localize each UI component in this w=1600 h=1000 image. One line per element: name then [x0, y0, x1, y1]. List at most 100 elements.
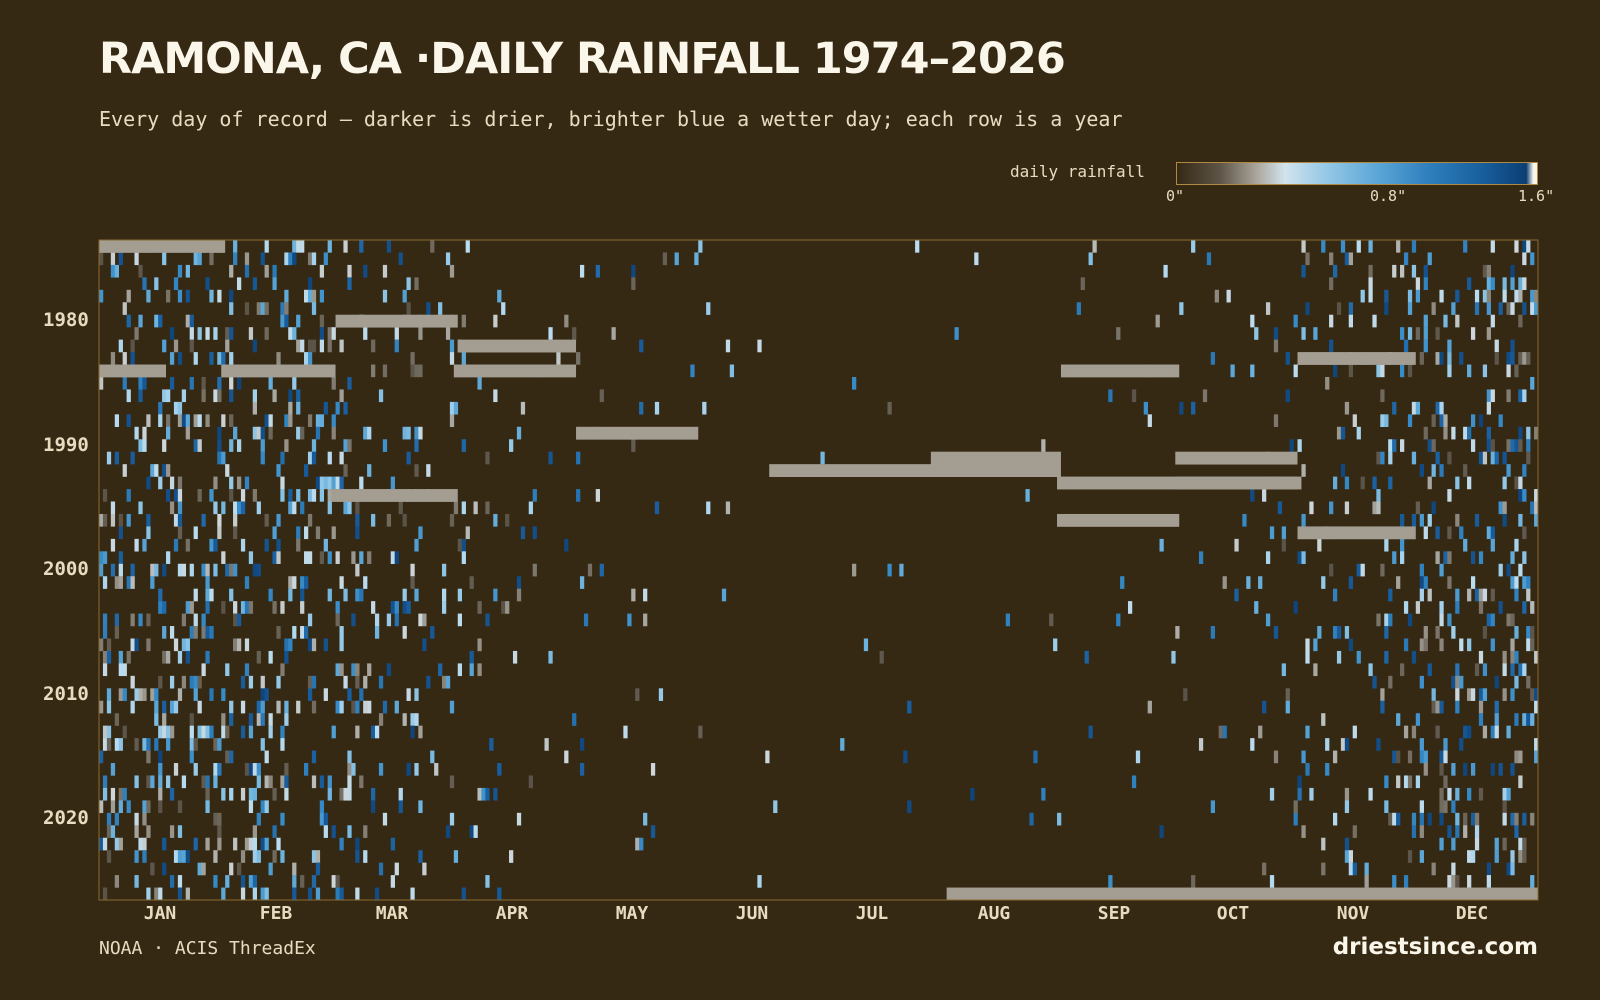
rain-cell: [296, 314, 301, 328]
rain-cell: [1447, 339, 1452, 353]
rain-cell: [173, 700, 179, 714]
rain-cell: [347, 775, 352, 789]
rain-cell: [331, 426, 336, 440]
rain-cell: [359, 775, 364, 789]
rain-cell: [1313, 327, 1318, 340]
rain-cell: [272, 277, 277, 291]
y-tick-2010: 2010: [43, 683, 89, 705]
rain-cell: [1127, 601, 1133, 614]
rain-cell: [118, 688, 123, 701]
rain-cell: [1494, 725, 1499, 739]
rain-cell: [146, 825, 151, 838]
rain-cell: [311, 700, 317, 714]
rain-cell: [1116, 327, 1121, 340]
rain-cell: [102, 775, 108, 789]
rain-cell: [1526, 675, 1531, 689]
rain-cell: [1522, 464, 1527, 477]
rain-cell: [122, 787, 127, 801]
rain-cell: [1451, 800, 1456, 814]
rain-cell: [418, 426, 423, 440]
rain-cell: [414, 364, 419, 378]
rain-cell: [280, 601, 285, 614]
rain-cell: [1474, 812, 1480, 826]
rain-cell: [725, 339, 731, 353]
rain-cell: [213, 738, 218, 751]
rain-cell: [181, 775, 187, 789]
rain-cell: [1222, 725, 1227, 739]
rain-cell: [1191, 875, 1196, 888]
rain-cell: [355, 887, 360, 901]
rain-cell: [240, 538, 246, 552]
rain-cell: [339, 663, 344, 677]
rain-cell: [414, 763, 419, 776]
rain-cell: [359, 551, 364, 564]
rain-cell: [631, 264, 636, 278]
rain-cell: [422, 613, 427, 627]
rain-cell: [1443, 414, 1448, 427]
rain-cell: [509, 850, 514, 863]
rain-cell: [402, 601, 407, 614]
rain-cell: [1076, 302, 1081, 315]
rain-cell: [1443, 750, 1448, 764]
rain-cell: [1474, 588, 1480, 602]
rain-cell: [363, 675, 368, 689]
rain-cell: [260, 700, 265, 714]
rain-cell: [1522, 489, 1527, 502]
rain-cell: [1419, 563, 1424, 577]
rain-cell: [1348, 314, 1353, 328]
rain-cell: [820, 451, 825, 465]
rain-cell: [236, 376, 242, 390]
rain-cell: [205, 588, 210, 602]
rain-cell: [1514, 750, 1519, 764]
rain-cell: [1514, 576, 1519, 589]
rain-cell: [477, 663, 482, 677]
rain-cell: [402, 426, 407, 440]
rain-cell: [1467, 476, 1472, 490]
rain-cell: [406, 302, 411, 315]
rain-cell: [1506, 389, 1511, 403]
rain-cell: [347, 376, 352, 390]
rain-cell: [1191, 401, 1196, 415]
rain-cell: [351, 763, 356, 776]
rain-cell: [1336, 302, 1342, 315]
rain-cell: [213, 563, 218, 577]
rain-cell: [1281, 538, 1286, 552]
rain-cell: [1490, 538, 1495, 552]
rain-cell: [1305, 650, 1310, 664]
rain-cell: [173, 763, 179, 776]
rain-cell: [1277, 501, 1283, 515]
rain-cell: [903, 750, 908, 764]
rain-cell: [126, 489, 131, 502]
legend-label: daily rainfall: [1010, 162, 1145, 181]
rain-cell: [99, 750, 104, 764]
rain-cell: [1514, 240, 1519, 253]
rain-cell: [1431, 501, 1436, 515]
rain-cell: [209, 538, 214, 552]
rain-cell: [1407, 850, 1413, 863]
rain-cell: [177, 476, 183, 490]
rain-cell: [674, 252, 679, 266]
rain-cell: [1518, 513, 1523, 527]
rain-cell: [189, 339, 194, 353]
rain-cell: [201, 862, 206, 876]
rain-cell: [406, 688, 411, 701]
rain-cell: [288, 588, 293, 602]
rain-cell: [1293, 601, 1298, 614]
rain-cell: [1143, 401, 1148, 415]
rain-cell: [276, 700, 281, 714]
rain-cell: [177, 887, 183, 901]
rain-cell: [264, 538, 269, 552]
rain-cell: [1380, 688, 1385, 701]
rain-cell: [248, 763, 254, 776]
rain-cell: [256, 850, 261, 863]
rain-cell: [579, 763, 585, 776]
rain-cell: [1388, 451, 1393, 465]
missing-span: [1060, 364, 1180, 378]
rain-cell: [1419, 800, 1424, 814]
rain-cell: [654, 501, 660, 515]
rain-cell: [1250, 489, 1255, 502]
rain-cell: [374, 626, 380, 639]
rain-cell: [162, 563, 167, 577]
rain-cell: [225, 464, 230, 477]
rain-cell: [394, 339, 399, 353]
